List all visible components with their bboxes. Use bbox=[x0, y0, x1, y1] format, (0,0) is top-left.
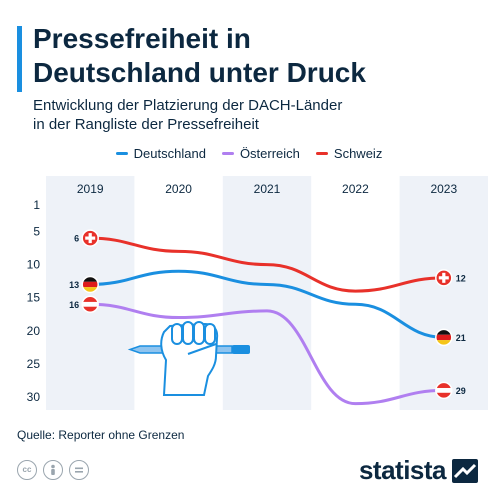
legend-swatch-oesterreich bbox=[221, 152, 234, 155]
data-label-schweiz: 12 bbox=[456, 273, 466, 283]
y-tick-label: 10 bbox=[27, 258, 41, 272]
legend-label-schweiz: Schweiz bbox=[333, 146, 383, 161]
switzerland-flag-icon bbox=[81, 229, 99, 247]
series-line-oesterreich bbox=[88, 302, 446, 406]
source-note: Quelle: Reporter ohne Grenzen bbox=[17, 428, 185, 442]
data-label-oesterreich: 16 bbox=[69, 300, 79, 310]
no-derivatives-icon bbox=[69, 460, 89, 480]
legend-label-oesterreich: Österreich bbox=[239, 146, 300, 161]
legend-item-schweiz: Schweiz bbox=[315, 146, 383, 161]
y-tick-label: 1 bbox=[33, 198, 40, 212]
title-line-2: Deutschland unter Druck bbox=[33, 57, 366, 88]
title-accent-bar bbox=[17, 26, 22, 92]
subtitle-line-2: in der Rangliste der Pressefreiheit bbox=[33, 116, 259, 133]
germany-flag-icon bbox=[435, 328, 453, 347]
subtitle-line-1: Entwicklung der Platzierung der DACH-Län… bbox=[33, 97, 343, 114]
legend-label-deutschland: Deutschland bbox=[133, 146, 206, 161]
fist-holding-pen-icon bbox=[127, 321, 250, 396]
brand-name: statista bbox=[358, 455, 447, 485]
legend-item-oesterreich: Österreich bbox=[221, 146, 300, 161]
x-tick-label: 2021 bbox=[254, 182, 281, 196]
chart-subtitle: Entwicklung der Platzierung der DACH-Län… bbox=[33, 96, 483, 134]
year-band-2021 bbox=[222, 176, 312, 410]
legend-swatch-schweiz bbox=[315, 152, 328, 155]
data-label-schweiz: 6 bbox=[74, 234, 79, 244]
y-tick-label: 25 bbox=[27, 357, 41, 371]
y-tick-label: 5 bbox=[33, 224, 40, 238]
series-line-schweiz bbox=[88, 236, 446, 293]
y-tick-label: 30 bbox=[27, 390, 41, 404]
year-band-2023 bbox=[399, 176, 488, 410]
y-tick-label: 20 bbox=[27, 324, 41, 338]
x-tick-label: 2019 bbox=[77, 182, 104, 196]
title-line-1: Pressefreiheit in bbox=[33, 23, 251, 54]
austria-flag-icon bbox=[435, 381, 453, 400]
germany-flag-icon bbox=[81, 275, 99, 294]
switzerland-flag-icon bbox=[435, 269, 453, 287]
series-line-deutschland bbox=[88, 269, 446, 339]
cc-icon: cc bbox=[17, 460, 37, 480]
y-tick-label: 15 bbox=[27, 291, 41, 305]
x-tick-label: 2020 bbox=[165, 182, 192, 196]
x-tick-label: 2023 bbox=[430, 182, 457, 196]
brand-logo[interactable]: statista bbox=[359, 455, 478, 486]
chart-title: Pressefreiheit in Deutschland unter Druc… bbox=[33, 22, 483, 90]
attribution-icon bbox=[43, 460, 63, 480]
data-label-deutschland: 21 bbox=[456, 333, 466, 343]
chart-legend: Deutschland Österreich Schweiz bbox=[0, 146, 498, 161]
statista-logo-icon bbox=[452, 458, 478, 483]
legend-swatch-deutschland bbox=[115, 152, 128, 155]
data-label-deutschland: 13 bbox=[69, 280, 79, 290]
data-label-oesterreich: 29 bbox=[456, 386, 466, 396]
license-icons: cc bbox=[17, 460, 89, 480]
x-tick-label: 2022 bbox=[342, 182, 369, 196]
legend-item-deutschland: Deutschland bbox=[115, 146, 206, 161]
austria-flag-icon bbox=[81, 295, 99, 314]
